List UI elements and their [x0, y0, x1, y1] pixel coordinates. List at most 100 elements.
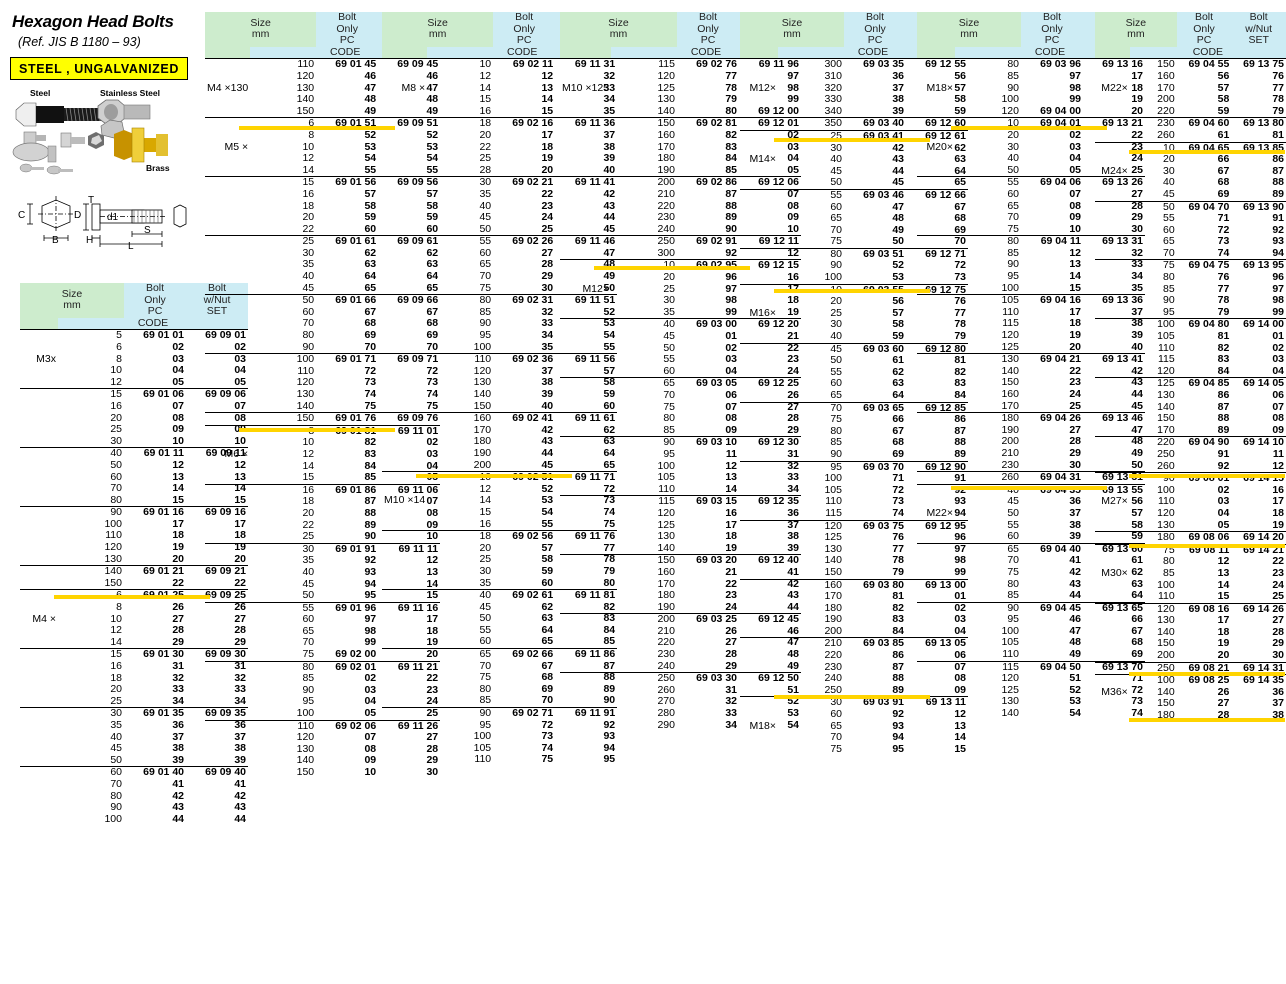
- length-mm: 120: [104, 541, 122, 554]
- code-pc: 33: [725, 707, 737, 720]
- thread-size: [1095, 177, 1130, 189]
- length-mm: 110: [1157, 590, 1175, 603]
- length-mm: 30: [427, 176, 494, 189]
- code-set: 63: [426, 258, 439, 271]
- thread-size: [560, 696, 611, 708]
- thread-size: [560, 165, 611, 177]
- table-row: 18 58 58: [205, 200, 440, 213]
- table-row: 20 02 22: [917, 129, 1145, 142]
- length-mm: 16: [110, 399, 122, 412]
- thread-size: [20, 755, 58, 767]
- code-set: 67: [426, 305, 439, 318]
- code-pc: 79: [892, 565, 904, 578]
- code-pc: 13: [725, 471, 737, 484]
- length-mm: 80: [955, 235, 1021, 248]
- thread-size: [205, 412, 251, 426]
- table-row: 60 97 17: [205, 614, 440, 626]
- length-mm: 25: [110, 423, 122, 436]
- code-set: 38: [787, 530, 799, 543]
- code-pc: 62: [892, 365, 904, 378]
- code-pc: 69 02 81: [677, 117, 739, 130]
- length-mm: 85: [1163, 282, 1175, 295]
- code-set: 69 13 05: [906, 637, 968, 651]
- table-row: 14 55 55: [205, 164, 440, 177]
- thread-size: [20, 424, 58, 436]
- table-row: 150 88 08: [1095, 413, 1286, 425]
- code-set: 34: [1131, 270, 1143, 283]
- length-mm: 35: [110, 718, 122, 731]
- length-mm: 140: [296, 93, 315, 106]
- length-mm: 85: [302, 672, 315, 685]
- length-mm: 25: [302, 530, 315, 543]
- length-mm: 105: [1001, 636, 1019, 649]
- length-mm: 125: [1129, 377, 1177, 390]
- thread-size: [560, 720, 611, 732]
- code-set: 27: [426, 731, 439, 744]
- thread-size: [20, 495, 58, 507]
- th-size: Size mm: [382, 12, 494, 47]
- thread-separator-rule: [774, 288, 930, 293]
- code-pc: 08: [1069, 199, 1081, 212]
- th-set: SET: [1231, 35, 1286, 47]
- table-row: 120 69 08 16 69 14 26: [1095, 602, 1286, 616]
- thread-size: [740, 591, 778, 603]
- code-pc: 67: [541, 659, 554, 672]
- length-mm: 125: [1001, 683, 1019, 696]
- table-row: 260 31 51: [560, 684, 801, 697]
- length-mm: 140: [657, 541, 675, 554]
- length-mm: 110: [250, 719, 317, 733]
- code-pc: 52: [892, 259, 904, 272]
- thread-separator-rule: [951, 486, 1107, 490]
- code-set: 68: [1131, 636, 1143, 649]
- th-size: Size mm: [1095, 12, 1177, 47]
- length-mm: 95: [1007, 270, 1019, 283]
- code-set: 42: [234, 789, 246, 802]
- thread-size: [205, 508, 250, 520]
- code-set: 69 11 91: [555, 707, 618, 720]
- code-pc: 90: [725, 222, 737, 235]
- code-set: 74: [603, 505, 616, 518]
- code-pc: 04: [172, 364, 184, 377]
- th-bolt-only-2: Only: [1176, 23, 1232, 36]
- thread-size: [382, 294, 428, 307]
- table-row: 14 29 29: [20, 636, 248, 649]
- thread-size: [740, 662, 778, 674]
- length-mm: 85: [479, 694, 492, 707]
- thread-size: [917, 389, 955, 401]
- length-mm: 110: [250, 58, 317, 71]
- thread-size: [20, 506, 58, 519]
- length-mm: 110: [427, 353, 494, 366]
- code-set: 04: [426, 459, 439, 472]
- code-pc: 97: [364, 613, 377, 626]
- table-row: 35 92 12: [205, 555, 440, 567]
- code-pc: 28: [1217, 709, 1230, 722]
- code-set: 13: [954, 719, 966, 732]
- code-set: 39: [1131, 329, 1143, 342]
- length-mm: 8: [308, 128, 315, 141]
- length-mm: 30: [110, 434, 122, 447]
- code-pc: 05: [364, 707, 377, 720]
- length-mm: 40: [427, 589, 494, 602]
- code-set: 69: [1131, 648, 1143, 661]
- table-row: M10 ×125 125 78 98: [560, 82, 801, 95]
- th-bolt-only-2: Only: [677, 23, 739, 36]
- code-set: 65: [603, 458, 616, 471]
- code-set: 53: [787, 707, 799, 720]
- code-pc: 30: [541, 281, 554, 294]
- code-pc: 24: [725, 600, 737, 613]
- table-row: 75 95 15: [740, 743, 968, 756]
- length-mm: 95: [302, 695, 315, 708]
- thread-size: [205, 224, 250, 236]
- code-pc: 72: [541, 718, 554, 731]
- thread-size: [560, 520, 611, 532]
- length-mm: 200: [611, 176, 677, 189]
- diagram-label-H: H: [86, 235, 93, 246]
- code-pc: 89: [364, 518, 377, 531]
- length-mm: 200: [611, 613, 677, 626]
- code-pc: 74: [1217, 246, 1230, 259]
- length-mm: 20: [302, 506, 315, 519]
- code-set: 35: [603, 104, 616, 117]
- code-pc: 03: [725, 353, 737, 366]
- code-set: 27: [234, 612, 246, 625]
- thread-size: [917, 366, 955, 378]
